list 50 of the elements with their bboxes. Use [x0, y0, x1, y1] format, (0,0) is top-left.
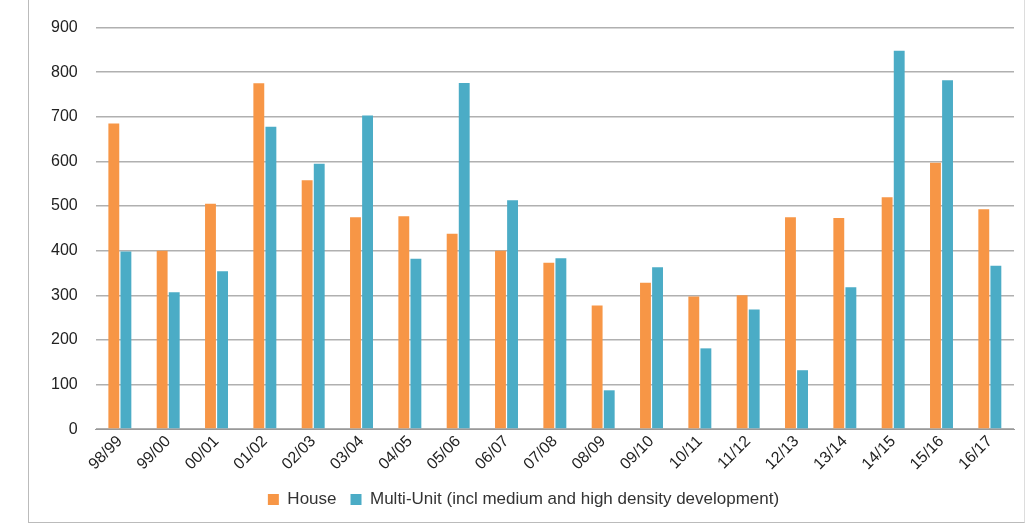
bar — [555, 258, 567, 429]
bar — [990, 265, 1002, 429]
bar — [217, 271, 228, 429]
bar — [543, 262, 555, 429]
bar — [652, 267, 663, 429]
bar — [797, 370, 808, 429]
bar — [398, 216, 410, 429]
bar — [688, 296, 700, 429]
bar — [301, 180, 313, 429]
y-tick-label: 900 — [50, 18, 78, 36]
bar — [265, 126, 277, 429]
bar — [893, 50, 905, 429]
y-tick-label: 800 — [50, 62, 78, 80]
bar — [446, 233, 458, 429]
bar — [845, 287, 857, 429]
bar — [350, 217, 361, 429]
bar — [736, 295, 748, 429]
legend-label: Multi-Unit (incl medium and high density development) — [370, 489, 780, 509]
legend-label: House — [287, 489, 337, 509]
bar — [507, 200, 518, 429]
bar — [495, 250, 506, 429]
bar — [785, 217, 796, 429]
y-tick-label: 200 — [50, 330, 78, 348]
y-tick-label: 500 — [50, 196, 78, 214]
bar — [881, 197, 893, 429]
bar — [700, 348, 712, 429]
bar — [313, 163, 325, 429]
y-tick-label: 400 — [50, 241, 78, 259]
bar — [591, 305, 603, 429]
bar — [603, 390, 615, 429]
bar — [833, 218, 845, 429]
y-tick-label: 700 — [50, 107, 78, 125]
y-tick-label: 300 — [50, 285, 78, 303]
y-tick-label: 600 — [50, 151, 78, 169]
bar — [156, 250, 168, 429]
bar — [748, 309, 760, 429]
bar — [640, 282, 651, 429]
bar — [930, 162, 941, 429]
bar — [168, 292, 180, 429]
y-tick-label: 100 — [50, 374, 78, 392]
bar — [205, 203, 216, 429]
bar — [362, 115, 373, 429]
bar — [458, 82, 470, 429]
bar — [410, 258, 422, 429]
bar — [253, 83, 265, 429]
y-tick-label: 0 — [68, 419, 78, 437]
bar — [978, 209, 990, 429]
bar — [120, 251, 132, 429]
bar — [942, 80, 953, 429]
bar — [108, 123, 120, 429]
